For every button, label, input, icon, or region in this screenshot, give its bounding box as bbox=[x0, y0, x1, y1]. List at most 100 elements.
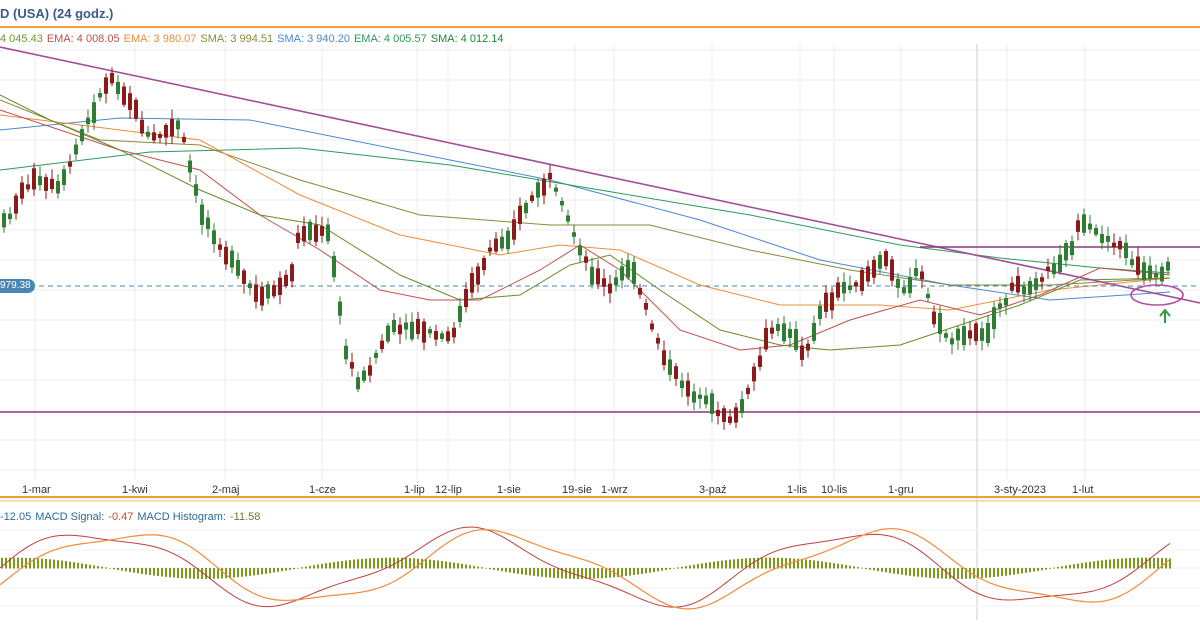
macd-histogram-bar bbox=[921, 568, 923, 578]
macd-histogram-bar bbox=[273, 568, 275, 573]
candle-body bbox=[122, 86, 126, 105]
macd-histogram-bar bbox=[973, 568, 975, 579]
macd-histogram-bar bbox=[873, 568, 875, 571]
candle-body bbox=[1160, 266, 1164, 282]
macd-histogram-bar bbox=[37, 558, 39, 569]
macd-histogram-bar bbox=[437, 560, 439, 569]
x-tick-label: 1-kwi bbox=[122, 484, 148, 496]
candle-body bbox=[686, 380, 690, 397]
macd-histogram-bar bbox=[461, 563, 463, 569]
candle-body bbox=[314, 224, 318, 242]
macd-histogram-bar bbox=[869, 568, 871, 570]
macd-histogram-bar bbox=[513, 568, 515, 574]
macd-histogram-bar bbox=[957, 568, 959, 579]
candle-body bbox=[446, 331, 450, 342]
macd-histogram-bar bbox=[129, 568, 131, 573]
candle-body bbox=[518, 205, 522, 224]
macd-histogram-bar bbox=[89, 564, 91, 569]
macd-histogram-bar bbox=[253, 568, 255, 576]
macd-histogram-bar bbox=[877, 568, 879, 572]
x-tick-label: 1-mar bbox=[22, 484, 51, 496]
macd-histogram-bar bbox=[153, 568, 155, 576]
macd-histogram-bar bbox=[377, 557, 379, 569]
macd-histogram-bar bbox=[257, 568, 259, 575]
candle-body bbox=[620, 266, 624, 281]
macd-histogram-bar bbox=[641, 568, 643, 574]
macd-histogram-bar bbox=[9, 557, 11, 569]
candle-body bbox=[308, 221, 312, 241]
candle-body bbox=[404, 322, 408, 330]
macd-histogram-bar bbox=[841, 564, 843, 569]
macd-histogram-bar bbox=[421, 558, 423, 569]
candle-body bbox=[896, 278, 900, 288]
candle-body bbox=[584, 256, 588, 263]
candle-body bbox=[914, 268, 918, 277]
macd-histogram-bar bbox=[661, 568, 663, 571]
macd-histogram-bar bbox=[201, 568, 203, 579]
candle-body bbox=[854, 282, 858, 287]
candle-body bbox=[20, 182, 24, 199]
macd-histogram-bar bbox=[145, 568, 147, 575]
macd-histogram-bar bbox=[65, 561, 67, 569]
macd-histogram-bar bbox=[949, 568, 951, 579]
candle-body bbox=[290, 264, 294, 282]
macd-histogram-bar bbox=[269, 568, 271, 574]
macd-histogram-bar bbox=[1121, 558, 1123, 569]
macd-histogram-bar bbox=[1161, 557, 1163, 569]
macd-histogram-bar bbox=[117, 568, 119, 571]
macd-histogram-bar bbox=[865, 568, 867, 569]
macd-histogram-bar bbox=[797, 558, 799, 569]
candle-body bbox=[866, 266, 870, 282]
macd-histogram-bar bbox=[721, 560, 723, 569]
candle-body bbox=[164, 125, 168, 138]
candle-body bbox=[944, 333, 948, 338]
candle-body bbox=[1022, 286, 1026, 295]
macd-histogram-bar bbox=[1049, 568, 1051, 569]
macd-histogram-bar bbox=[81, 563, 83, 569]
candle-body bbox=[662, 350, 666, 366]
macd-histogram-bar bbox=[685, 566, 687, 569]
candle-body bbox=[1112, 242, 1116, 248]
candle-body bbox=[704, 395, 708, 405]
macd-histogram-bar bbox=[221, 568, 223, 579]
macd-histogram-bar bbox=[693, 564, 695, 569]
macd-histogram-bar bbox=[765, 557, 767, 569]
macd-histogram-bar bbox=[229, 568, 231, 578]
macd-histogram-bar bbox=[25, 557, 27, 569]
legend-item-3: SMA: 3 994.51 bbox=[200, 33, 274, 45]
macd-histogram-bar bbox=[1157, 557, 1159, 569]
macd-histogram-bar bbox=[589, 568, 591, 579]
candle-body bbox=[836, 282, 840, 298]
candle-body bbox=[1064, 243, 1068, 261]
macd-histogram-bar bbox=[753, 557, 755, 569]
macd-histogram-bar bbox=[293, 568, 295, 570]
macd-histogram-bar bbox=[941, 568, 943, 579]
macd-histogram-bar bbox=[857, 567, 859, 569]
candle-body bbox=[1100, 233, 1104, 243]
macd-histogram-bar bbox=[585, 568, 587, 579]
macd-histogram-bar bbox=[945, 568, 947, 579]
macd-histogram-bar bbox=[469, 565, 471, 569]
macd-histogram-bar bbox=[897, 568, 899, 575]
candle-body bbox=[1004, 298, 1008, 306]
candle-body bbox=[842, 282, 846, 294]
candle-body bbox=[680, 380, 684, 389]
macd-histogram-bar bbox=[1053, 567, 1055, 569]
macd-histogram-bar bbox=[169, 568, 171, 578]
candle-body bbox=[86, 117, 90, 125]
candle-body bbox=[716, 409, 720, 417]
macd-histogram-bar bbox=[1113, 559, 1115, 569]
candle-body bbox=[272, 285, 276, 297]
macd-histogram-bar bbox=[285, 568, 287, 571]
macd-histogram-bar bbox=[33, 558, 35, 569]
macd-histogram-bar bbox=[1125, 558, 1127, 569]
candle-body bbox=[824, 292, 828, 312]
legend-item-0: 4 045.43 bbox=[0, 33, 43, 45]
macd-histogram-bar bbox=[1001, 568, 1003, 577]
candle-body bbox=[656, 337, 660, 344]
candle-body bbox=[1118, 240, 1122, 250]
macd-histogram-bar bbox=[1109, 559, 1111, 569]
macd-histogram-bar bbox=[677, 567, 679, 569]
candle-body bbox=[554, 187, 558, 192]
candle-body bbox=[356, 377, 360, 390]
